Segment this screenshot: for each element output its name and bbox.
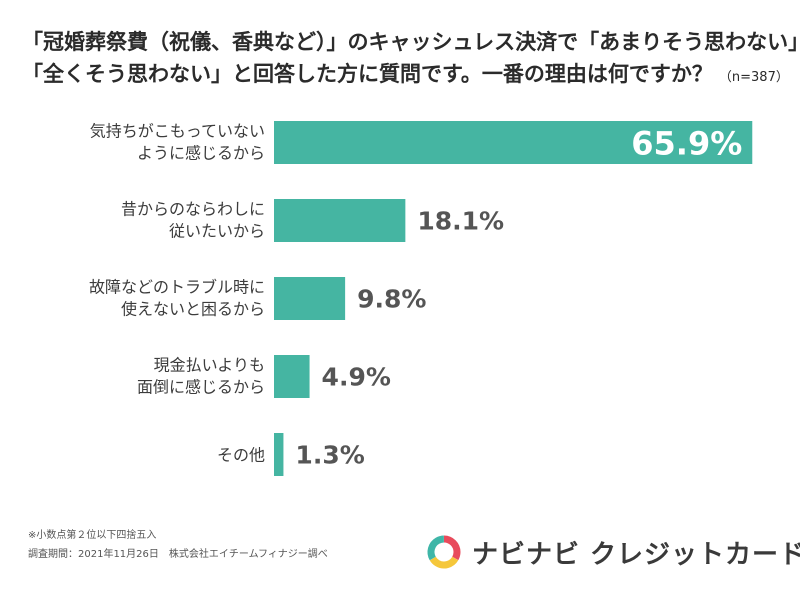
bar-1 [274,199,406,242]
value-label-1: 18.1% [417,207,504,236]
value-label-0: 65.9% [631,125,742,163]
brand-name: ナビナビ クレジットカード [472,539,800,570]
value-label-2: 9.8% [357,285,426,314]
sample-size: （n=387） [718,70,789,85]
bar-0 [274,121,753,164]
category-label-2-line-1: 使えないと困るから [121,300,265,319]
bar-4 [274,433,284,476]
brand-logo: ナビナビ クレジットカード [424,530,800,574]
bar-3 [274,355,310,398]
category-label-1-line-1: 従いたいから [169,222,265,241]
category-label-0-line-0: 気持ちがこもっていない [90,122,265,141]
category-label-2-line-0: 故障などのトラブル時に [89,278,265,297]
category-label-1-line-0: 昔からのならわしに [121,200,265,219]
brand-ring-icon [427,535,461,569]
value-label-4: 1.3% [295,441,364,470]
category-label-3-line-1: 面倒に感じるから [137,378,265,397]
chart-title: 「冠婚葬祭費（祝儀、香典など）」のキャッシュレス決済で「あまりそう思わない」 「… [22,26,800,94]
title-line-1: 「冠婚葬祭費（祝儀、香典など）」のキャッシュレス決済で「あまりそう思わない」 [22,30,800,54]
category-label-3-line-0: 現金払いよりも [154,356,265,375]
footnote-rounding: ※小数点第２位以下四捨五入 [28,530,157,541]
footnote-survey: 調査期間：2021年11月26日 株式会社エイチームフィナジー調べ [28,549,328,560]
category-label-0-line-1: ように感じるから [137,144,265,163]
category-label-4-line-0: その他 [217,446,265,465]
title-line-2-text: 「全くそう思わない」と回答した方に質問です。一番の理由は何ですか？ [22,62,713,86]
title-line-2: 「全くそう思わない」と回答した方に質問です。一番の理由は何ですか？ （n=387） [22,58,792,94]
value-label-3: 4.9% [322,363,391,392]
bar-2 [274,277,346,320]
